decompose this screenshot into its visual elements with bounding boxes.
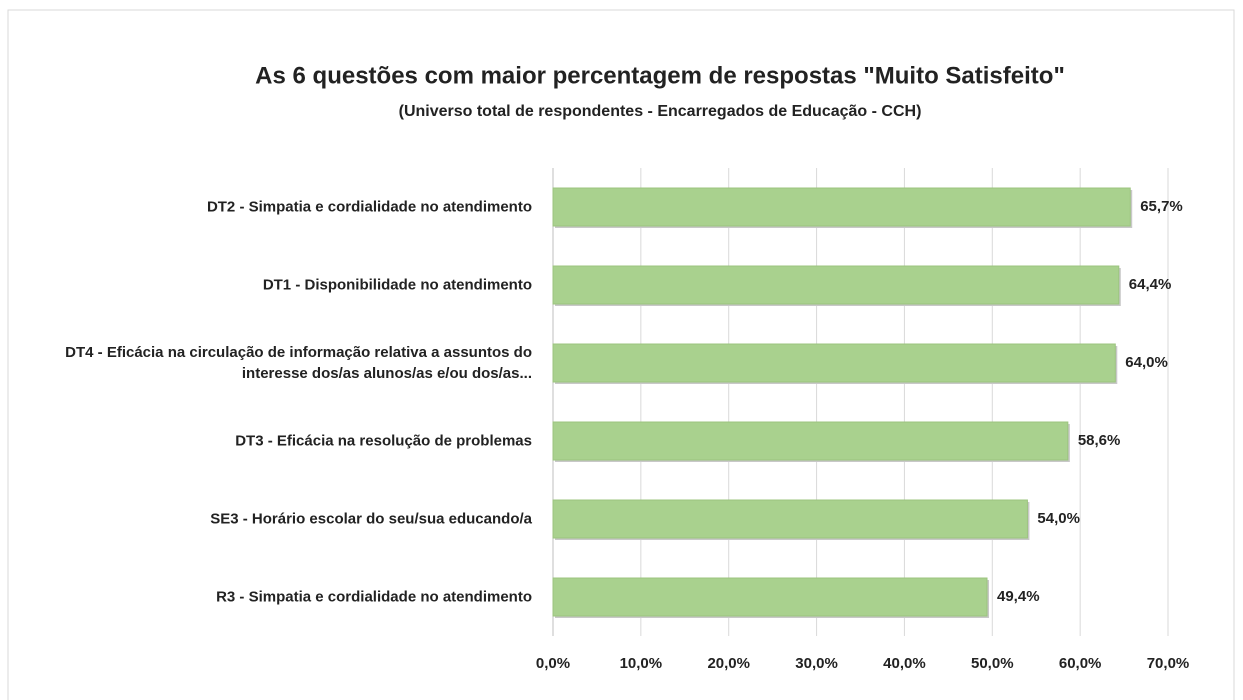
bar	[552, 577, 988, 617]
x-tick-label: 60,0%	[1059, 655, 1102, 672]
chart-subtitle: (Universo total de respondentes - Encarr…	[399, 103, 922, 120]
chart-title: As 6 questões com maior percentagem de r…	[255, 62, 1065, 89]
value-label: 54,0%	[1037, 510, 1080, 527]
x-tick-label: 10,0%	[620, 655, 663, 672]
x-tick-label: 70,0%	[1147, 655, 1190, 672]
x-tick-label: 0,0%	[536, 655, 570, 672]
bar	[552, 499, 1028, 539]
value-label: 64,0%	[1125, 354, 1168, 371]
bar	[552, 187, 1131, 227]
x-tick-label: 40,0%	[883, 655, 926, 672]
value-label: 64,4%	[1129, 276, 1172, 293]
category-label: SE3 - Horário escolar do seu/sua educand…	[210, 510, 532, 528]
category-label: DT1 - Disponibilidade no atendimento	[262, 276, 532, 294]
bar	[552, 265, 1120, 305]
value-label: 58,6%	[1078, 432, 1121, 449]
category-label: DT3 - Eficácia na resolução de problemas	[235, 432, 532, 450]
x-tick-label: 30,0%	[795, 655, 838, 672]
value-label: 49,4%	[997, 588, 1040, 605]
bar	[552, 421, 1069, 461]
category-label: DT2 - Simpatia e cordialidade no atendim…	[206, 198, 532, 216]
category-label: R3 - Simpatia e cordialidade no atendime…	[216, 588, 532, 606]
category-label: DT4 - Eficácia na circulação de informaç…	[65, 344, 532, 382]
bar	[552, 343, 1116, 383]
x-tick-label: 20,0%	[707, 655, 750, 672]
value-label: 65,7%	[1140, 198, 1183, 215]
x-tick-label: 50,0%	[971, 655, 1014, 672]
